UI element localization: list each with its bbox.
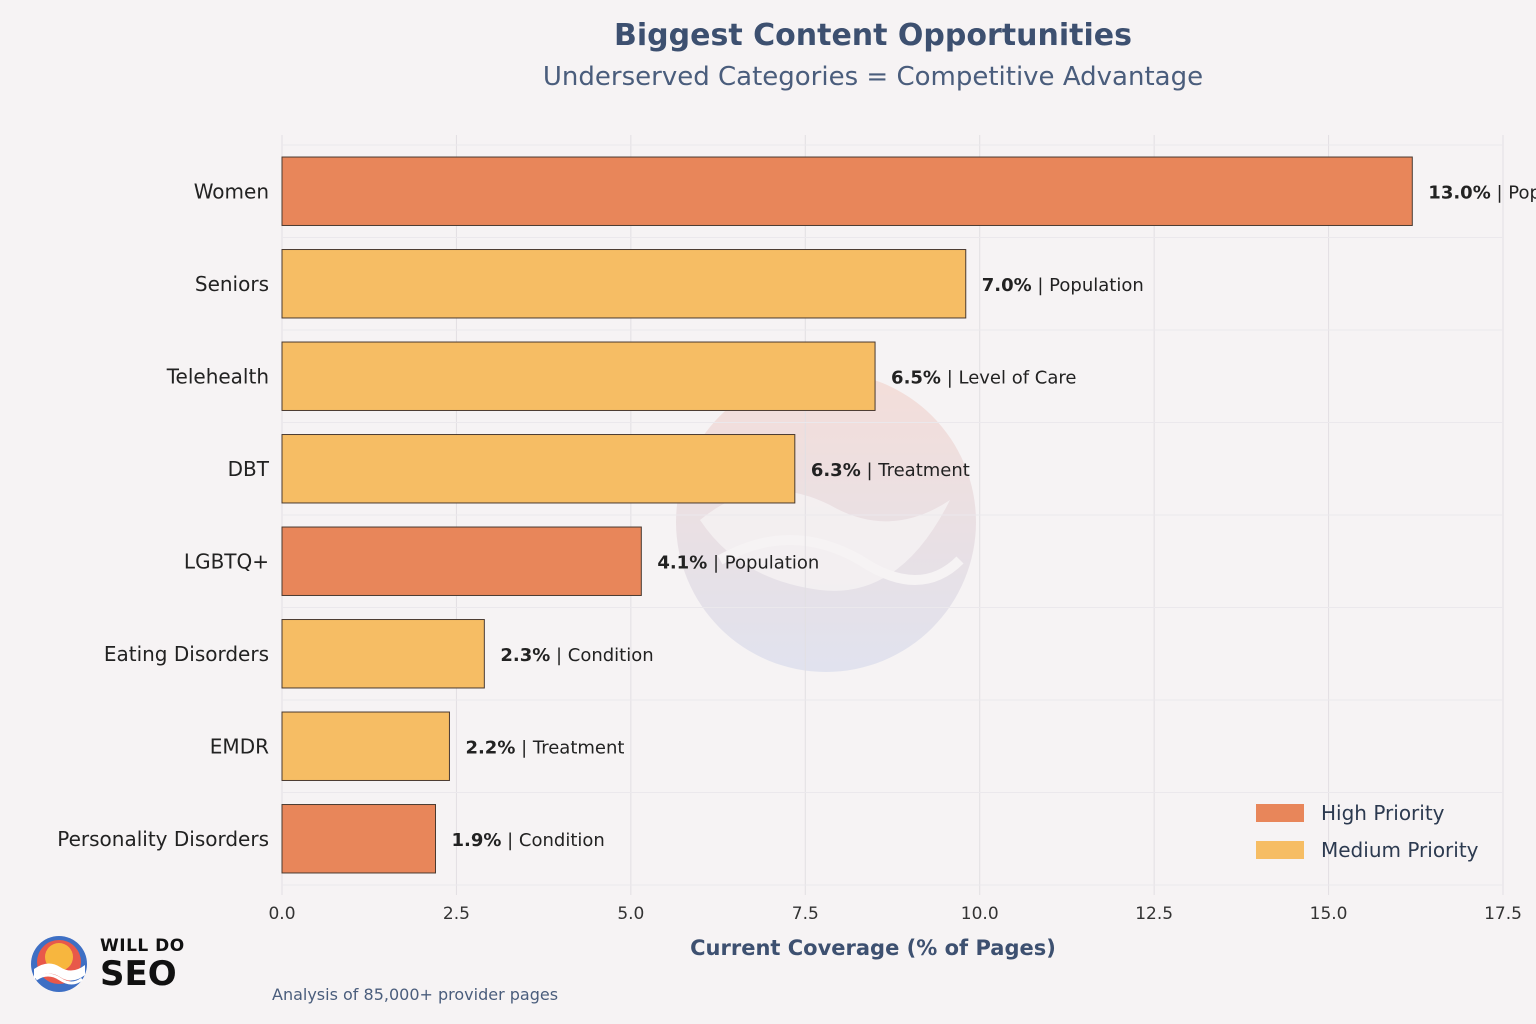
x-tick-label: 5.0 [617, 904, 644, 924]
y-tick-label: EMDR [210, 734, 269, 758]
x-tick-label: 2.5 [443, 904, 470, 924]
chart-title: Biggest Content Opportunities [614, 18, 1132, 53]
logo-text-top: WILL DO [100, 935, 185, 956]
legend-label-high: High Priority [1321, 800, 1445, 825]
footnote: Analysis of 85,000+ provider pages [272, 985, 559, 1004]
x-tick-label: 0.0 [268, 904, 295, 924]
data-label: 2.3% | Condition [500, 645, 653, 666]
x-tick-label: 15.0 [1310, 904, 1348, 924]
chart-legend: High Priority Medium Priority [1256, 794, 1479, 868]
data-label: 7.0% | Population [982, 275, 1144, 296]
x-tick-label: 7.5 [792, 904, 819, 924]
x-tick-label: 17.5 [1484, 904, 1522, 924]
watermark-logo [676, 372, 976, 672]
y-tick-label: Women [194, 179, 269, 203]
data-label: 6.3% | Treatment [811, 460, 970, 481]
y-tick-label: DBT [228, 457, 270, 481]
data-label: 4.1% | Population [657, 552, 819, 573]
logo-text-bottom: SEO [100, 953, 177, 994]
data-label: 2.2% | Treatment [465, 737, 624, 758]
chart-subtitle: Underserved Categories = Competitive Adv… [542, 62, 1204, 92]
bar-seniors [281, 249, 967, 319]
y-tick-label: Telehealth [166, 364, 269, 388]
bar-women [281, 156, 1413, 226]
y-tick-label: Seniors [195, 272, 269, 296]
data-label: 1.9% | Condition [451, 830, 604, 851]
bar-telehealth [281, 341, 876, 411]
legend-item-medium: Medium Priority [1256, 831, 1479, 868]
y-tick-label: LGBTQ+ [184, 549, 269, 573]
data-label: 13.0% | Population [1428, 182, 1536, 203]
legend-label-medium: Medium Priority [1321, 837, 1479, 862]
brand-logo: WILL DO SEO [30, 935, 185, 993]
bar-emdr [281, 711, 450, 781]
x-axis-label: Current Coverage (% of Pages) [690, 936, 1056, 960]
bar-eating-disorders [281, 619, 485, 689]
legend-swatch-medium [1256, 840, 1304, 859]
legend-swatch-high [1256, 803, 1304, 822]
y-tick-label: Personality Disorders [57, 827, 269, 851]
y-tick-label: Eating Disorders [104, 642, 269, 666]
legend-item-high: High Priority [1256, 794, 1479, 831]
x-tick-label: 10.0 [961, 904, 999, 924]
x-tick-label: 12.5 [1135, 904, 1173, 924]
bar-dbt [281, 434, 796, 504]
logo-icon [31, 936, 87, 992]
bar-personality-disorders [281, 804, 436, 874]
bar-lgbtq- [281, 526, 642, 596]
data-label: 6.5% | Level of Care [891, 367, 1076, 388]
